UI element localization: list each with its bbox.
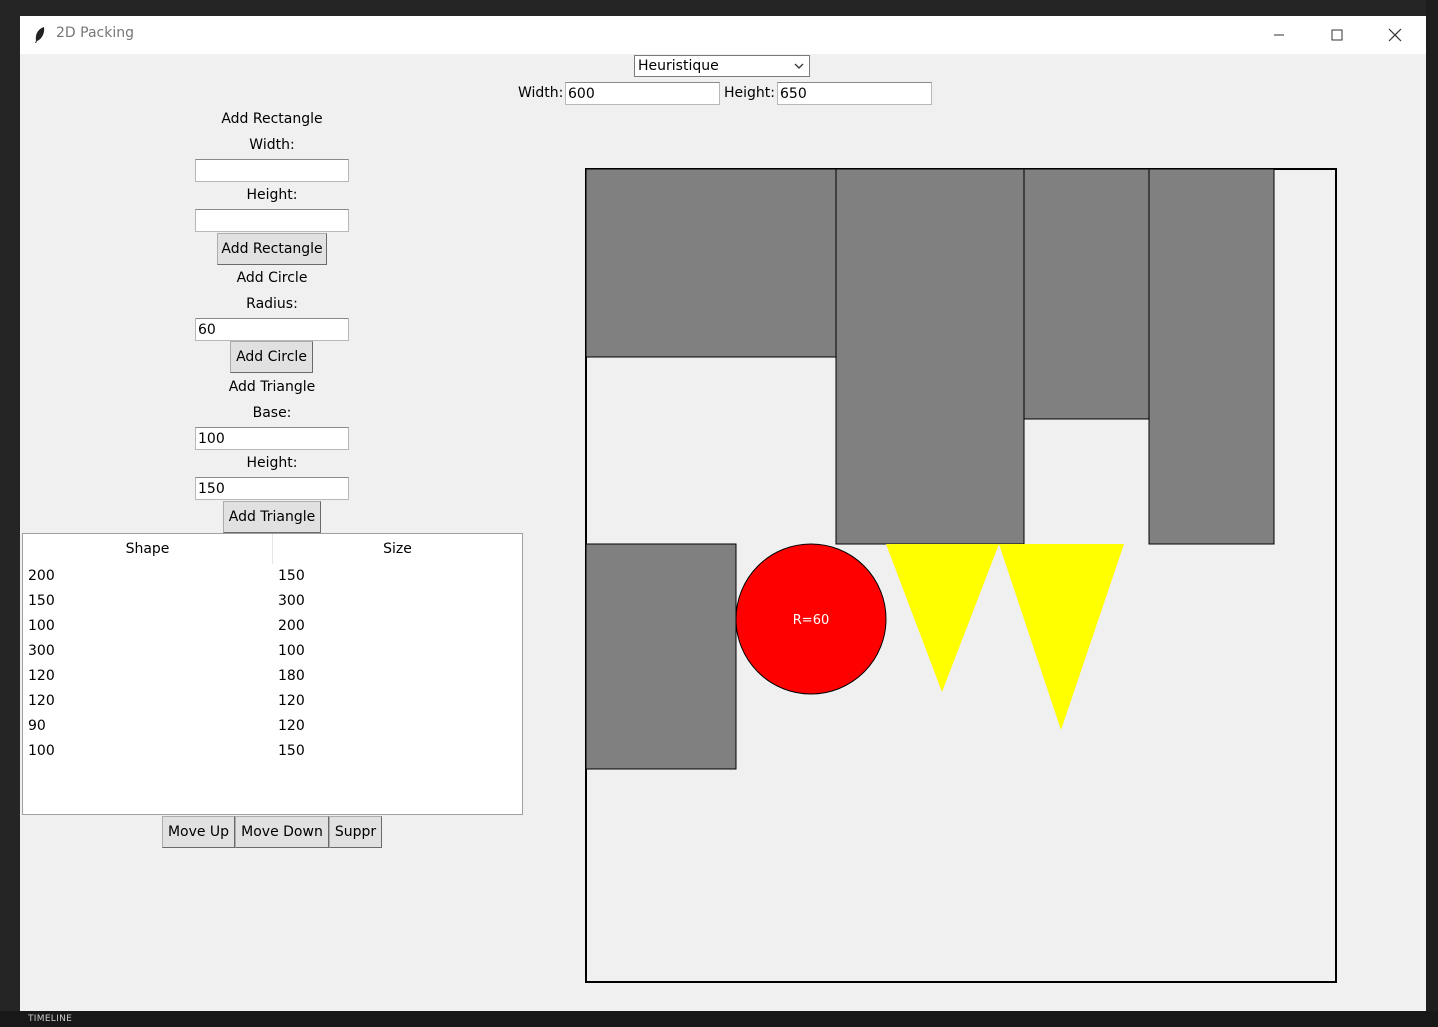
- container-height-label: Height:: [724, 85, 775, 101]
- close-icon: [1388, 28, 1402, 42]
- packed-triangle: [886, 544, 999, 692]
- add-rectangle-button[interactable]: Add Rectangle: [217, 233, 327, 265]
- column-header-size[interactable]: Size: [383, 541, 412, 557]
- table-row[interactable]: 90 120: [23, 715, 522, 740]
- circle-radius-label: Radius:: [246, 296, 298, 312]
- packed-rectangle: [835, 168, 1025, 545]
- packed-triangle: [999, 544, 1124, 730]
- table-row[interactable]: 150 300: [23, 590, 522, 615]
- packed-rectangle: [585, 543, 737, 770]
- maximize-button[interactable]: [1308, 16, 1366, 54]
- rectangle-height-input[interactable]: [195, 209, 349, 232]
- circle-label: R=60: [793, 613, 829, 628]
- triangle-height-input[interactable]: [195, 477, 349, 500]
- cell-size: 120: [278, 718, 305, 734]
- packing-canvas[interactable]: R=60: [585, 168, 1337, 983]
- cell-size: 120: [278, 693, 305, 709]
- add-triangle-button[interactable]: Add Triangle: [223, 501, 321, 533]
- algorithm-select-value: Heuristique: [638, 58, 719, 74]
- minimize-icon: [1274, 34, 1284, 36]
- cell-shape: 120: [28, 693, 55, 709]
- packed-circle: [735, 543, 887, 695]
- container-height-input[interactable]: [777, 82, 932, 105]
- cell-size: 100: [278, 643, 305, 659]
- cell-size: 150: [278, 743, 305, 759]
- cell-shape: 90: [28, 718, 46, 734]
- add-rectangle-heading: Add Rectangle: [221, 111, 323, 127]
- shape-list[interactable]: Shape Size 200 150 150 300 100 200 300 100 1…: [22, 533, 523, 815]
- container-width-label: Width:: [518, 85, 564, 101]
- app-window: 2D Packing Heuristique Width: Height: Ad…: [20, 16, 1426, 1011]
- table-row[interactable]: 300 100: [23, 640, 522, 665]
- chevron-down-icon: [794, 63, 804, 69]
- rectangle-width-input[interactable]: [195, 159, 349, 182]
- feather-icon: [35, 27, 45, 43]
- title-bar[interactable]: 2D Packing: [20, 16, 1426, 54]
- cell-shape: 150: [28, 593, 55, 609]
- maximize-icon: [1331, 29, 1343, 41]
- add-circle-heading: Add Circle: [236, 270, 308, 286]
- rectangle-width-label: Width:: [249, 137, 295, 153]
- container-width-input[interactable]: [565, 82, 720, 105]
- minimize-button[interactable]: [1250, 16, 1308, 54]
- triangle-base-input[interactable]: [195, 427, 349, 450]
- background-editor-right: [1426, 0, 1438, 1027]
- add-circle-button[interactable]: Add Circle: [230, 341, 313, 373]
- add-triangle-heading: Add Triangle: [228, 379, 316, 395]
- table-row[interactable]: 200 150: [23, 565, 522, 590]
- background-editor-bottom: TIMELINE: [0, 1011, 1438, 1027]
- cell-shape: 100: [28, 618, 55, 634]
- background-editor-left: [0, 0, 20, 1027]
- timeline-label[interactable]: TIMELINE: [28, 1014, 73, 1024]
- move-down-button[interactable]: Move Down: [235, 816, 329, 848]
- triangle-base-label: Base:: [252, 405, 292, 421]
- circle-radius-input[interactable]: [195, 318, 349, 341]
- packed-rectangle: [585, 168, 837, 358]
- background-editor-top: [0, 0, 1438, 16]
- column-header-shape[interactable]: Shape: [23, 534, 273, 564]
- cell-size: 300: [278, 593, 305, 609]
- move-up-button[interactable]: Move Up: [162, 816, 235, 848]
- table-row[interactable]: 100 200: [23, 615, 522, 640]
- cell-size: 150: [278, 568, 305, 584]
- cell-shape: 120: [28, 668, 55, 684]
- packed-rectangle: [1023, 168, 1150, 420]
- delete-button[interactable]: Suppr: [329, 816, 382, 848]
- close-button[interactable]: [1366, 16, 1424, 54]
- shape-list-header: Shape Size: [23, 534, 522, 564]
- table-row[interactable]: 120 120: [23, 690, 522, 715]
- triangle-height-label: Height:: [246, 455, 298, 471]
- rectangle-height-label: Height:: [246, 187, 298, 203]
- packed-rectangle: [1148, 168, 1275, 545]
- algorithm-select[interactable]: Heuristique: [634, 55, 810, 77]
- table-row[interactable]: 120 180: [23, 665, 522, 690]
- cell-size: 180: [278, 668, 305, 684]
- cell-size: 200: [278, 618, 305, 634]
- cell-shape: 300: [28, 643, 55, 659]
- cell-shape: 200: [28, 568, 55, 584]
- window-title: 2D Packing: [56, 25, 134, 41]
- table-row[interactable]: 100 150: [23, 740, 522, 765]
- cell-shape: 100: [28, 743, 55, 759]
